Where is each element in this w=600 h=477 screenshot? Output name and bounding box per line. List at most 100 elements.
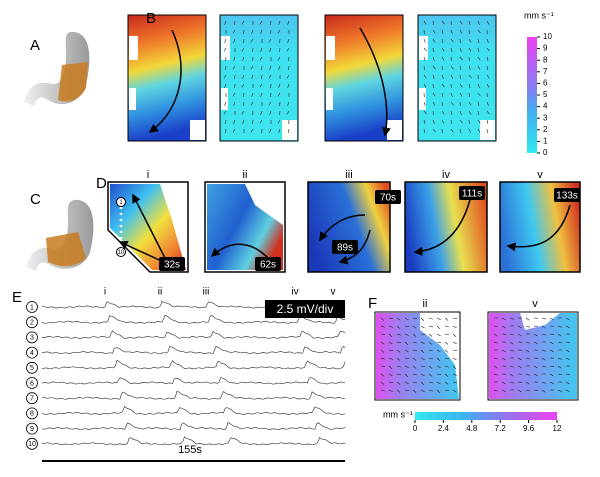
- velocity-arrow: [388, 373, 393, 377]
- velocity-arrow: [459, 110, 462, 115]
- activation-map: [499, 181, 581, 273]
- velocity-arrow: [380, 381, 385, 385]
- time-label: 70s: [380, 193, 396, 204]
- velocity-arrow: [420, 317, 425, 321]
- panel-label: B: [146, 10, 156, 27]
- velocity-arrow: [436, 389, 441, 393]
- scale-label: 2.5 mV/div: [277, 302, 334, 316]
- velocity-arrow: [450, 65, 454, 70]
- map-label: iii: [345, 169, 352, 181]
- velocity-arrow: [486, 128, 488, 134]
- velocity-arrow: [493, 341, 498, 344]
- velocity-arrow: [428, 365, 433, 369]
- velocity-arrow: [450, 128, 454, 133]
- velocity-arrow: [459, 83, 463, 88]
- velocity-arrow: [517, 333, 522, 337]
- velocity-arrow: [565, 341, 571, 343]
- velocity-arrow: [452, 317, 457, 319]
- velocity-arrow: [412, 341, 417, 344]
- velocity-arrow: [436, 373, 441, 375]
- velocity-arrow: [404, 333, 409, 336]
- duration-label: 155s: [178, 444, 202, 456]
- channel-label: 6: [30, 380, 34, 387]
- velocity-arrow: [509, 317, 514, 320]
- velocity-arrow: [396, 381, 401, 385]
- velocity-arrow: [459, 56, 463, 61]
- velocity-arrow: [468, 83, 471, 88]
- velocity-arrow: [450, 119, 452, 125]
- colorbar-tick-label: 10: [543, 32, 552, 41]
- velocity-arrow: [404, 349, 409, 353]
- velocity-arrow: [436, 341, 441, 343]
- channel-label: 9: [30, 426, 34, 433]
- velocity-arrow: [428, 349, 433, 352]
- velocity-arrow: [509, 333, 514, 336]
- velocity-arrow: [486, 20, 490, 25]
- velocity-arrow: [432, 83, 434, 89]
- colorbar-tick-label: 7.2: [495, 424, 507, 433]
- velocity-arrow: [432, 29, 436, 34]
- velocity-arrow: [423, 83, 427, 88]
- velocity-arrow: [278, 65, 281, 70]
- velocity-arrow: [423, 128, 425, 134]
- velocity-arrow: [436, 349, 441, 353]
- velocity-arrow: [444, 365, 449, 368]
- velocity-arrow: [557, 389, 562, 392]
- velocity-arrow: [444, 349, 449, 353]
- velocity-arrow: [423, 65, 425, 71]
- velocity-arrow: [486, 74, 490, 79]
- panel-label: E: [12, 289, 22, 306]
- velocity-arrow: [565, 389, 570, 392]
- velocity-arrow: [412, 373, 417, 376]
- velocity-arrow: [412, 381, 417, 384]
- velocity-arrow: [477, 20, 480, 25]
- panel-label: D: [96, 175, 107, 192]
- velocity-arrow: [241, 110, 245, 115]
- velocity-arrow: [396, 389, 401, 393]
- velocity-arrow: [388, 349, 393, 351]
- velocity-arrow: [565, 373, 570, 375]
- velocity-arrow: [444, 317, 449, 321]
- velocity-arrow: [452, 341, 457, 344]
- velocity-arrow: [486, 101, 489, 106]
- channel-circle: [26, 346, 38, 359]
- velocity-arrow: [459, 74, 461, 80]
- velocity-arrow: [477, 29, 481, 34]
- velocity-arrow: [441, 38, 443, 44]
- event-marker: iii: [203, 287, 210, 298]
- time-label: 133s: [556, 191, 578, 202]
- velocity-arrow: [477, 119, 481, 124]
- event-marker: iv: [291, 287, 298, 298]
- velocity-arrow: [404, 325, 409, 327]
- velocity-arrow: [441, 92, 444, 97]
- channel-circle: [26, 392, 38, 405]
- velocity-arrow: [404, 317, 409, 321]
- velocity-arrow: [269, 128, 272, 133]
- velocity-arrow: [428, 341, 433, 345]
- velocity-arrow: [396, 341, 401, 344]
- map-label: ii: [243, 169, 248, 181]
- time-label: 89s: [337, 243, 353, 254]
- velocity-arrow: [444, 325, 449, 328]
- velocity-arrow: [533, 389, 539, 391]
- velocity-arrow: [493, 365, 498, 369]
- velocity-arrow: [233, 101, 236, 106]
- velocity-arrow: [459, 47, 462, 52]
- velocity-arrow: [259, 56, 263, 61]
- velocity-arrow: [396, 325, 401, 329]
- velocity-arrow: [232, 128, 236, 133]
- velocity-arrow: [404, 357, 409, 359]
- velocity-arrow: [452, 325, 457, 329]
- velocity-arrow: [441, 101, 443, 107]
- velocity-arrow: [486, 83, 490, 88]
- time-label: 32s: [164, 260, 180, 271]
- velocity-arrow: [277, 56, 281, 61]
- velocity-arrow: [241, 83, 245, 88]
- velocity-arrow: [477, 83, 480, 88]
- velocity-arrow: [428, 373, 433, 377]
- velocity-arrow: [428, 333, 433, 337]
- colorbar-tick-label: 5: [543, 90, 548, 99]
- velocity-arrow: [541, 357, 546, 361]
- channel-label: 10: [28, 441, 36, 448]
